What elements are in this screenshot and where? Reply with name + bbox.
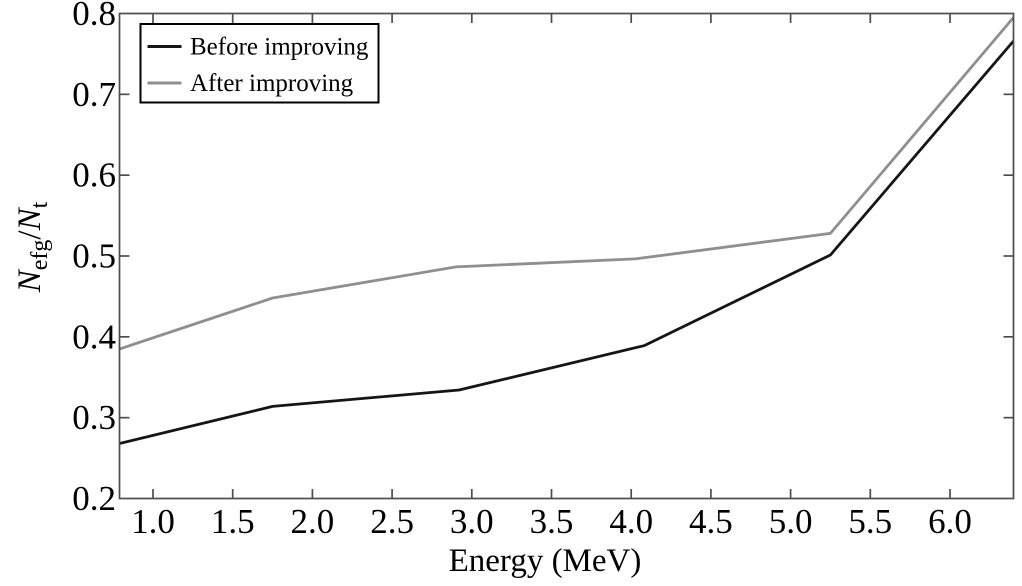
svg-text:0.4: 0.4 — [72, 317, 116, 356]
svg-text:0.8: 0.8 — [72, 0, 116, 33]
svg-text:Before improving: Before improving — [190, 34, 369, 61]
svg-text:4.0: 4.0 — [609, 502, 653, 541]
svg-text:0.2: 0.2 — [72, 479, 116, 518]
svg-text:4.5: 4.5 — [689, 502, 733, 541]
svg-text:0.6: 0.6 — [72, 156, 116, 195]
svg-text:5.0: 5.0 — [769, 502, 813, 541]
svg-text:1.0: 1.0 — [131, 502, 175, 541]
svg-text:Nefg/Nt: Nefg/Nt — [12, 201, 53, 293]
svg-text:0.5: 0.5 — [72, 237, 116, 276]
svg-text:After improving: After improving — [190, 70, 354, 97]
svg-text:6.0: 6.0 — [928, 502, 972, 541]
svg-text:2.5: 2.5 — [370, 502, 414, 541]
svg-text:1.5: 1.5 — [211, 502, 255, 541]
svg-text:3.5: 3.5 — [530, 502, 574, 541]
svg-text:5.5: 5.5 — [848, 502, 892, 541]
svg-text:2.0: 2.0 — [291, 502, 335, 541]
svg-text:0.3: 0.3 — [72, 398, 116, 437]
svg-text:3.0: 3.0 — [450, 502, 494, 541]
svg-text:Energy (MeV): Energy (MeV) — [449, 543, 642, 579]
svg-text:0.7: 0.7 — [72, 75, 116, 114]
